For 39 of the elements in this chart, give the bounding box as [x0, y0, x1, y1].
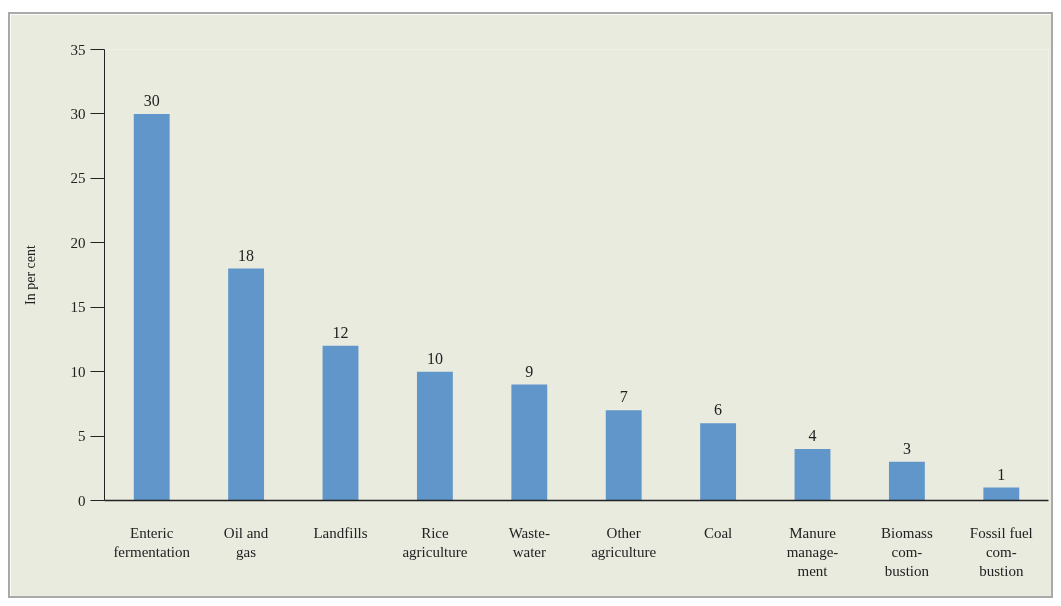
- data-label: 4: [808, 426, 817, 444]
- y-tick-label: 35: [70, 41, 86, 58]
- bar: [228, 268, 265, 501]
- y-tick-label: 25: [70, 170, 86, 187]
- x-tick-label: Biomass com- bustion: [881, 524, 933, 579]
- x-tick-label: Enteric fermentation: [113, 524, 191, 560]
- bar: [983, 487, 1020, 501]
- x-tick-label: Oil and gas: [223, 524, 269, 560]
- x-tick-label: Landfills: [313, 524, 368, 541]
- bar: [416, 371, 453, 501]
- bar: [133, 113, 170, 501]
- x-tick-label: Manure manage- ment: [786, 524, 839, 579]
- data-label: 9: [525, 362, 534, 380]
- x-tick-label: Rice agriculture: [402, 524, 468, 560]
- data-label: 7: [619, 388, 628, 406]
- y-tick-label: 0: [78, 492, 86, 509]
- y-tick-label: 30: [70, 105, 86, 122]
- y-axis-title: In per cent: [22, 244, 38, 305]
- bar: [322, 345, 359, 501]
- y-tick-label: 20: [70, 234, 86, 251]
- data-label: 3: [902, 439, 911, 457]
- x-tick-label: Waste- water: [508, 524, 550, 560]
- data-label: 12: [332, 323, 349, 341]
- data-label: 6: [714, 401, 723, 419]
- y-tick-label: 15: [70, 299, 86, 316]
- data-label: 1: [997, 465, 1006, 483]
- bar: [888, 461, 925, 501]
- bar: [605, 410, 642, 501]
- data-label: 18: [238, 246, 255, 264]
- y-tick-label: 10: [70, 363, 86, 380]
- bar: [700, 423, 737, 501]
- data-label: 10: [426, 349, 443, 367]
- y-tick-label: 5: [78, 428, 86, 445]
- x-tick-label: Other agriculture: [591, 524, 657, 560]
- bar: [511, 384, 548, 501]
- bar: [794, 448, 831, 501]
- x-tick-label: Fossil fuel com- bustion: [969, 524, 1033, 579]
- data-label: 30: [143, 91, 160, 109]
- x-tick-label: Coal: [703, 524, 733, 541]
